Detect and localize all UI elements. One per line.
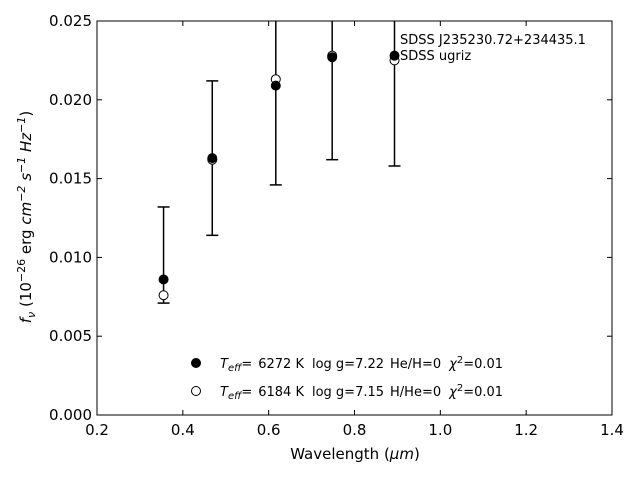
x-axis-label: Wavelength (μm) <box>290 445 420 463</box>
legend-marker-open <box>191 386 201 396</box>
plot-frame <box>96 20 613 416</box>
model-point-filled <box>270 80 281 91</box>
x-tick-label: 1.4 <box>600 421 624 439</box>
model-point-filled <box>389 50 400 61</box>
axes-group: 0.2 0.4 0.6 0.8 1.0 1.2 1.4 0.000 0.005 0.010 0.01… <box>49 12 624 439</box>
y-axis-label: fν (10−26 erg cm−2 s−1 Hz−1) <box>15 111 38 323</box>
x-tick-label: 0.4 <box>171 421 195 439</box>
model-point-filled <box>207 153 218 164</box>
y-tick-label: 0.025 <box>49 12 92 30</box>
legend-marker-filled <box>191 358 201 368</box>
y-tick-label: 0.015 <box>49 170 92 188</box>
annotation-object-name: SDSS J235230.72+234435.1 <box>400 33 586 48</box>
data-points-group <box>158 50 400 301</box>
x-tick-label: 0.2 <box>85 421 109 439</box>
annotation-survey-name: SDSS ugriz <box>400 49 471 64</box>
model-point-open <box>158 290 169 301</box>
y-tick-label: 0.010 <box>49 248 92 266</box>
model-point-filled <box>158 274 169 285</box>
error-bars-group <box>157 21 401 304</box>
y-tick-label: 0.020 <box>49 91 92 109</box>
y-tick-label: 0.000 <box>49 406 92 424</box>
x-tick-label: 0.6 <box>257 421 281 439</box>
y-tick-label: 0.005 <box>49 327 92 345</box>
x-tick-label: 0.8 <box>343 421 367 439</box>
x-tick-label: 1.2 <box>514 421 538 439</box>
model-point-filled <box>327 52 338 63</box>
x-tick-label: 1.0 <box>428 421 452 439</box>
